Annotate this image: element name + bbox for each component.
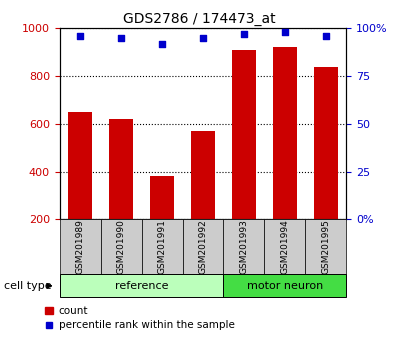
Bar — [60, 274, 223, 297]
Bar — [305, 219, 346, 274]
Bar — [223, 274, 346, 297]
Bar — [191, 131, 215, 267]
Text: GDS2786 / 174473_at: GDS2786 / 174473_at — [123, 12, 275, 27]
Text: GSM201995: GSM201995 — [321, 219, 330, 274]
Legend: count, percentile rank within the sample: count, percentile rank within the sample — [45, 306, 234, 330]
Text: motor neuron: motor neuron — [247, 281, 323, 291]
Point — [241, 31, 247, 37]
Bar — [264, 219, 305, 274]
Text: GSM201991: GSM201991 — [158, 219, 166, 274]
Point — [77, 33, 83, 39]
Bar — [109, 119, 133, 267]
Text: reference: reference — [115, 281, 168, 291]
Point — [159, 41, 165, 46]
Bar — [273, 47, 297, 267]
Bar — [68, 112, 92, 267]
Point — [118, 35, 124, 41]
Text: cell type: cell type — [4, 281, 52, 291]
Bar — [60, 219, 101, 274]
Point — [323, 33, 329, 39]
Text: GSM201993: GSM201993 — [240, 219, 248, 274]
Text: GSM201994: GSM201994 — [280, 219, 289, 274]
Point — [282, 29, 288, 35]
Text: GSM201989: GSM201989 — [76, 219, 85, 274]
Bar — [101, 219, 142, 274]
Bar — [314, 67, 338, 267]
Bar — [142, 219, 183, 274]
Point — [200, 35, 206, 41]
Text: GSM201992: GSM201992 — [199, 219, 207, 274]
Bar — [150, 176, 174, 267]
Text: GSM201990: GSM201990 — [117, 219, 126, 274]
Bar — [232, 50, 256, 267]
Bar — [223, 219, 264, 274]
Bar — [183, 219, 223, 274]
